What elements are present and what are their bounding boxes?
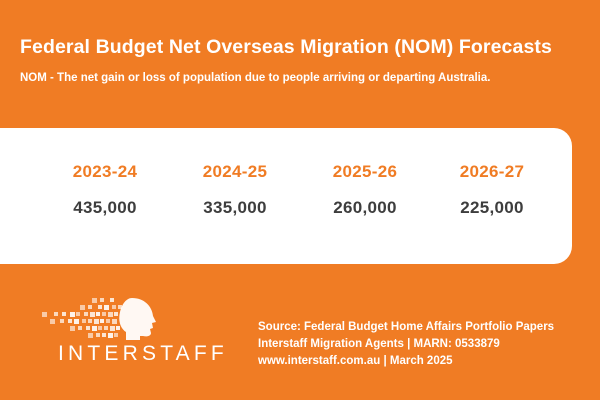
forecast-list: 2023-24 435,000 2024-25 335,000 2025-26 … bbox=[0, 128, 572, 264]
forecast-value: 335,000 bbox=[203, 198, 267, 217]
logo-pixel bbox=[100, 319, 104, 323]
forecast-year: 2024-25 bbox=[202, 162, 268, 181]
logo-pixel bbox=[92, 298, 97, 303]
logo-pixel bbox=[118, 305, 122, 309]
logo-pixel bbox=[80, 305, 85, 310]
logo-pixel bbox=[60, 319, 64, 323]
forecast-item-2023-24: 2023-24 435,000 bbox=[45, 162, 165, 218]
forecast-year: 2026-27 bbox=[459, 162, 525, 181]
forecast-item-2024-25: 2024-25 335,000 bbox=[175, 162, 295, 218]
logo-pixel bbox=[102, 312, 106, 316]
logo-pixel bbox=[98, 305, 102, 309]
source-line: Source: Federal Budget Home Affairs Port… bbox=[258, 321, 555, 333]
logo-pixel bbox=[62, 312, 66, 316]
logo-pixel bbox=[104, 305, 109, 310]
logo-pixel bbox=[70, 312, 75, 317]
logo-pixel bbox=[108, 333, 113, 338]
logo-pixel bbox=[112, 319, 117, 324]
logo-pixel bbox=[68, 319, 72, 323]
logo-pixel bbox=[86, 326, 90, 330]
logo-pixel bbox=[92, 326, 97, 331]
logo-pixel bbox=[76, 312, 80, 316]
logo-pixel bbox=[114, 333, 118, 337]
logo-pixel bbox=[96, 312, 100, 316]
agent-line: Interstaff Migration Agents | MARN: 0533… bbox=[258, 338, 500, 350]
logo-pixel bbox=[104, 326, 108, 330]
logo-pixel bbox=[112, 305, 116, 309]
pixel-face-logo-icon bbox=[40, 296, 160, 345]
logo-pixel bbox=[50, 319, 55, 324]
logo-pixel bbox=[108, 312, 113, 317]
logo-pixel bbox=[88, 333, 93, 338]
page-subtitle: NOM - The net gain or loss of population… bbox=[20, 72, 491, 84]
logo-pixel bbox=[78, 326, 82, 330]
logo-pixel bbox=[114, 312, 118, 316]
forecast-year: 2025-26 bbox=[332, 162, 398, 181]
page-title: Federal Budget Net Overseas Migration (N… bbox=[20, 36, 552, 58]
forecast-item-2025-26: 2025-26 260,000 bbox=[305, 162, 425, 218]
logo-pixel bbox=[90, 312, 95, 317]
logo-pixel bbox=[106, 319, 110, 323]
logo-pixel bbox=[116, 326, 120, 330]
logo-pixel bbox=[102, 333, 106, 337]
logo-pixel bbox=[98, 326, 102, 330]
forecast-item-2026-27: 2026-27 225,000 bbox=[432, 162, 552, 218]
forecast-value: 260,000 bbox=[333, 198, 397, 217]
logo-pixel bbox=[100, 298, 104, 302]
logo-pixel bbox=[88, 305, 92, 309]
logo-pixel bbox=[94, 319, 99, 324]
logo-pixel bbox=[110, 298, 114, 302]
source-notes: Source: Federal Budget Home Affairs Port… bbox=[258, 319, 554, 370]
forecast-card: 2023-24 435,000 2024-25 335,000 2025-26 … bbox=[0, 128, 572, 264]
logo-pixel bbox=[110, 326, 115, 331]
company-wordmark: INTERSTAFF bbox=[58, 342, 228, 365]
forecast-value: 435,000 bbox=[73, 198, 137, 217]
forecast-year: 2023-24 bbox=[72, 162, 138, 181]
logo-pixel bbox=[88, 319, 92, 323]
logo-pixel bbox=[54, 312, 58, 316]
logo-pixel bbox=[84, 312, 88, 316]
logo-pixel bbox=[96, 333, 100, 337]
logo-pixel bbox=[82, 319, 86, 323]
logo-pixel bbox=[70, 326, 75, 331]
website-line: www.interstaff.com.au | March 2025 bbox=[258, 355, 453, 367]
forecast-value: 225,000 bbox=[460, 198, 524, 217]
logo-pixel bbox=[42, 312, 47, 317]
logo-pixel bbox=[74, 319, 79, 324]
